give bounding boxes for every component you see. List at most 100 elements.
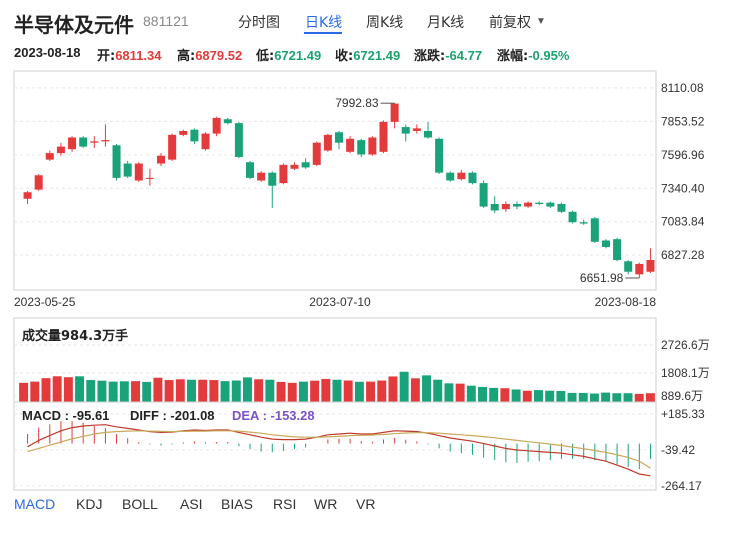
tab-monthly-k[interactable]: 月K线 — [427, 15, 465, 31]
candle-body — [190, 129, 199, 142]
volume-bar — [433, 379, 443, 402]
open-value: 6811.34 — [115, 48, 162, 63]
pct-label: 涨幅: — [497, 49, 529, 64]
volume-bar — [30, 381, 40, 402]
volume-bar — [119, 381, 129, 402]
tab-weekly-k[interactable]: 周K线 — [366, 15, 404, 31]
diff-line — [27, 424, 651, 477]
change-label: 涨跌: — [414, 49, 446, 64]
quote-pct: 涨幅:-0.95% — [497, 45, 569, 64]
volume-bar — [164, 380, 174, 402]
volume-bar — [142, 381, 152, 402]
min-price-label: 6651.98 — [580, 271, 624, 285]
macd-ytick-label: +185.33 — [661, 407, 705, 421]
volume-bar — [310, 380, 320, 402]
kline-grid — [13, 70, 657, 291]
volume-bar — [489, 387, 499, 402]
tab-intraday[interactable]: 分时图 — [238, 15, 280, 31]
stock-code: 881121 — [143, 13, 189, 29]
tab-daily-k[interactable]: 日K线 — [305, 15, 343, 31]
candle-body — [157, 155, 166, 164]
candle-body — [601, 240, 610, 247]
volume-bar — [522, 390, 532, 402]
candle-body — [168, 134, 177, 160]
candle-body — [212, 117, 221, 134]
kline-xtick-label: 2023-07-10 — [309, 295, 371, 309]
close-label: 收: — [335, 49, 354, 64]
volume-bar — [556, 391, 566, 402]
indicator-tab-vr[interactable]: VR — [356, 496, 376, 512]
candle-body — [446, 172, 455, 181]
candle-body — [568, 211, 577, 223]
stock-title: 半导体及元件 — [14, 13, 134, 37]
indicator-tab-wr[interactable]: WR — [314, 496, 338, 512]
kline-ytick-label: 7596.96 — [661, 148, 705, 162]
volume-bar — [366, 381, 376, 402]
kline-axis: 8110.08 7853.52 7596.96 7340.40 7083.84 6827.… — [14, 81, 705, 309]
volume-bar — [567, 392, 577, 402]
candle-body — [223, 119, 232, 124]
volume-bar — [242, 377, 252, 402]
candle-body — [557, 203, 566, 212]
volume-bar — [578, 392, 588, 402]
indicator-tab-bias[interactable]: BIAS — [221, 496, 253, 512]
quote-open: 开:6811.34 — [97, 45, 161, 64]
tab-forward-adjust[interactable]: 前复权 — [489, 15, 531, 31]
indicator-tab-asi[interactable]: ASI — [180, 496, 203, 512]
kline-frame — [13, 70, 657, 291]
macd-ytick-label: -264.17 — [661, 479, 702, 493]
candle-body — [201, 133, 210, 150]
candle-body — [290, 164, 299, 169]
kline-ytick-label: 8110.08 — [661, 81, 704, 95]
candle-body — [346, 138, 355, 152]
volume-bar — [388, 376, 398, 402]
volume-bar — [131, 381, 141, 402]
volume-bar — [276, 381, 286, 402]
candle-body — [490, 203, 499, 211]
low-value: 6721.49 — [274, 48, 322, 63]
candle-body — [23, 192, 32, 199]
kline-candles: 7992.83 6651.98 — [23, 96, 655, 285]
candle-body — [457, 172, 466, 180]
candle-body — [246, 162, 255, 178]
candle-body — [90, 141, 99, 143]
volume-bar — [254, 379, 264, 402]
indicator-tab-boll[interactable]: BOLL — [122, 496, 158, 512]
candle-body — [301, 162, 310, 168]
dea-line — [27, 430, 651, 469]
quote-date: 2023-08-18 — [14, 45, 81, 60]
candle-body — [34, 175, 43, 190]
max-price-label: 7992.83 — [335, 96, 379, 110]
chevron-down-icon[interactable]: ▼ — [536, 16, 546, 27]
kline-ytick-label: 7083.84 — [661, 215, 705, 229]
close-value: 6721.49 — [353, 48, 401, 63]
volume-bar — [108, 381, 118, 402]
open-label: 开: — [97, 49, 116, 64]
volume-bar — [589, 393, 599, 402]
volume-bars: 2726.6万 1808.1万 889.6万 — [13, 317, 710, 403]
change-value: -64.77 — [445, 48, 483, 63]
volume-bar — [478, 386, 487, 402]
volume-bar — [422, 375, 432, 402]
volume-ytick-label: 1808.1万 — [661, 366, 710, 380]
macd-panel: +185.33 -39.42 -264.17 — [13, 401, 705, 493]
volume-bar — [321, 378, 331, 402]
candle-body — [512, 203, 521, 207]
indicator-tab-kdj[interactable]: KDJ — [76, 496, 103, 512]
candle-body — [423, 130, 432, 138]
volume-bar — [612, 393, 622, 402]
candle-body — [613, 239, 622, 261]
indicator-tab-macd[interactable]: MACD — [14, 496, 56, 512]
indicator-tab-rsi[interactable]: RSI — [273, 496, 297, 512]
candle-body — [646, 260, 655, 272]
diff-value-label: DIFF : -201.08 — [130, 408, 215, 423]
candle-body — [101, 140, 110, 142]
volume-bar — [634, 393, 644, 402]
volume-title: 成交量984.3万手 — [22, 329, 129, 344]
volume-bar — [75, 376, 85, 402]
candle-body — [179, 130, 188, 135]
candle-body — [357, 140, 366, 155]
candle-body — [546, 202, 555, 207]
volume-bar — [175, 379, 185, 402]
